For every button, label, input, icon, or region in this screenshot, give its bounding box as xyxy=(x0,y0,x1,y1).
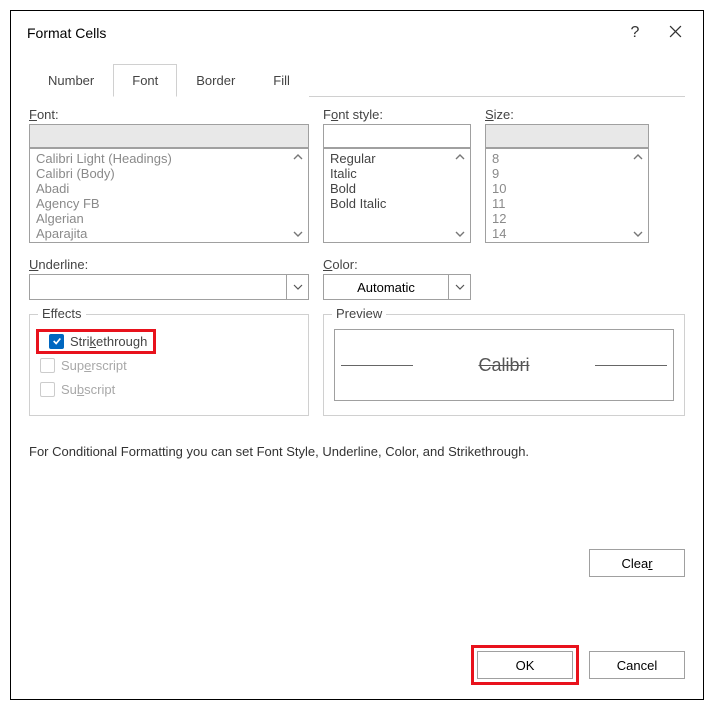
size-listbox[interactable]: 8 9 10 11 12 14 xyxy=(485,148,649,243)
list-item[interactable]: 10 xyxy=(492,181,630,196)
tab-font[interactable]: Font xyxy=(113,64,177,97)
scroll-down-icon[interactable] xyxy=(631,227,645,241)
color-value: Automatic xyxy=(324,280,448,295)
strikethrough-highlight: Strikethrough xyxy=(36,329,156,354)
subscript-checkbox xyxy=(40,382,55,397)
scroll-down-icon[interactable] xyxy=(453,227,467,241)
list-item[interactable]: Algerian xyxy=(36,211,290,226)
list-item[interactable]: Bold xyxy=(330,181,452,196)
preview-group: Preview Calibri xyxy=(323,314,685,416)
window-title: Format Cells xyxy=(27,25,615,41)
ok-button[interactable]: OK xyxy=(477,651,573,679)
preview-legend: Preview xyxy=(332,306,386,321)
info-note: For Conditional Formatting you can set F… xyxy=(29,444,685,459)
scroll-up-icon[interactable] xyxy=(291,150,305,164)
preview-text: Calibri xyxy=(468,355,539,376)
list-item[interactable]: Calibri (Body) xyxy=(36,166,290,181)
font-label: Font: xyxy=(29,107,309,122)
clear-area: Clear xyxy=(589,549,685,577)
tab-border[interactable]: Border xyxy=(177,64,254,97)
preview-area: Calibri xyxy=(334,329,674,401)
format-cells-dialog: Format Cells ? Number Font Border Fill F… xyxy=(10,10,704,700)
list-item[interactable]: Italic xyxy=(330,166,452,181)
underline-label: Underline: xyxy=(29,257,309,272)
list-item[interactable]: Abadi xyxy=(36,181,290,196)
strikethrough-checkbox[interactable] xyxy=(49,334,64,349)
subscript-label: Subscript xyxy=(61,382,115,397)
superscript-label: Superscript xyxy=(61,358,127,373)
help-button[interactable]: ? xyxy=(615,24,655,42)
list-item[interactable]: Agency FB xyxy=(36,196,290,211)
size-label: Size: xyxy=(485,107,649,122)
strikethrough-row: Strikethrough xyxy=(40,329,298,353)
list-item[interactable]: 11 xyxy=(492,196,630,211)
color-combo[interactable]: Automatic xyxy=(323,274,471,300)
font-input[interactable] xyxy=(29,124,309,148)
font-panel: Font: Calibri Light (Headings) Calibri (… xyxy=(29,97,685,459)
dialog-footer: OK Cancel xyxy=(11,635,703,699)
scroll-up-icon[interactable] xyxy=(631,150,645,164)
list-item[interactable]: 9 xyxy=(492,166,630,181)
subscript-row: Subscript xyxy=(40,377,298,401)
color-label: Color: xyxy=(323,257,471,272)
size-input[interactable] xyxy=(485,124,649,148)
dialog-content: Number Font Border Fill Font: Calibri Li… xyxy=(11,55,703,635)
strikethrough-label: Strikethrough xyxy=(70,334,147,349)
underline-combo[interactable] xyxy=(29,274,309,300)
superscript-row: Superscript xyxy=(40,353,298,377)
list-item[interactable]: Regular xyxy=(330,151,452,166)
list-item[interactable]: 12 xyxy=(492,211,630,226)
chevron-down-icon[interactable] xyxy=(286,275,308,299)
font-style-input[interactable] xyxy=(323,124,471,148)
clear-button[interactable]: Clear xyxy=(589,549,685,577)
font-style-listbox[interactable]: Regular Italic Bold Bold Italic xyxy=(323,148,471,243)
preview-baseline xyxy=(595,365,667,366)
titlebar: Format Cells ? xyxy=(11,11,703,55)
list-item[interactable]: Aparajita xyxy=(36,226,290,241)
effects-legend: Effects xyxy=(38,306,86,321)
scroll-down-icon[interactable] xyxy=(291,227,305,241)
tab-number[interactable]: Number xyxy=(29,64,113,97)
close-button[interactable] xyxy=(655,25,695,41)
tab-strip: Number Font Border Fill xyxy=(29,63,685,97)
ok-highlight: OK xyxy=(471,645,579,685)
list-item[interactable]: 8 xyxy=(492,151,630,166)
font-style-label: Font style: xyxy=(323,107,471,122)
superscript-checkbox xyxy=(40,358,55,373)
font-listbox[interactable]: Calibri Light (Headings) Calibri (Body) … xyxy=(29,148,309,243)
list-item[interactable]: Calibri Light (Headings) xyxy=(36,151,290,166)
list-item[interactable]: Bold Italic xyxy=(330,196,452,211)
list-item[interactable]: 14 xyxy=(492,226,630,241)
preview-baseline xyxy=(341,365,413,366)
effects-group: Effects Strikethrough Superscript xyxy=(29,314,309,416)
cancel-button[interactable]: Cancel xyxy=(589,651,685,679)
scroll-up-icon[interactable] xyxy=(453,150,467,164)
tab-fill[interactable]: Fill xyxy=(254,64,309,97)
chevron-down-icon[interactable] xyxy=(448,275,470,299)
